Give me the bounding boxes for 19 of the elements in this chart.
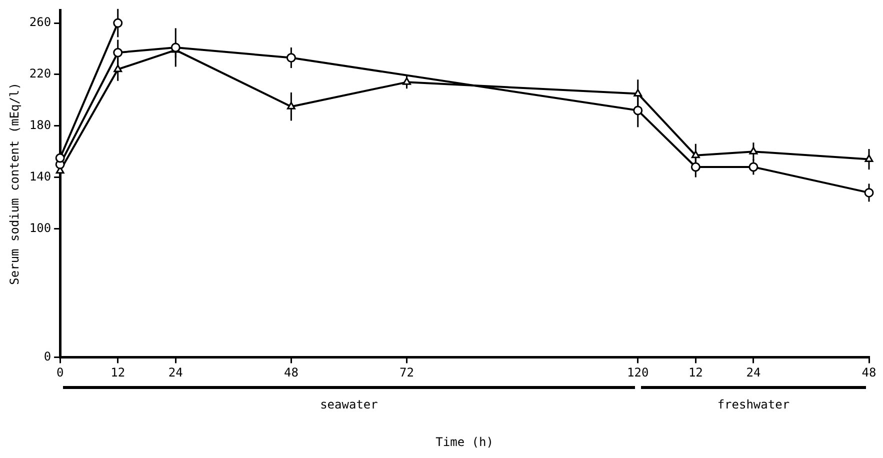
text: seawater <box>320 397 378 412</box>
y-tick-label: 260 <box>29 15 52 30</box>
x-tick-label: 0 <box>56 366 64 380</box>
x-tick-label: 72 <box>400 366 414 380</box>
x-tick-label: 48 <box>862 366 876 380</box>
y-tick-label: 140 <box>29 169 52 184</box>
y-tick-label: 180 <box>29 118 52 132</box>
x-tick-label: 12 <box>110 366 126 380</box>
x-tick-label: 48 <box>284 366 298 380</box>
y-axis-title: Serum sodium content (mEq/l) <box>7 82 22 285</box>
y-tick-label: 100 <box>29 220 52 235</box>
x-tick-label: 24 <box>746 366 761 380</box>
x-axis-title: Time (h) <box>436 434 494 449</box>
x-tick-label: 120 <box>627 366 649 380</box>
text: freshwater <box>717 397 790 412</box>
y-tick-label: 220 <box>29 66 52 81</box>
y-tick-label: 0 <box>44 349 52 364</box>
x-tick-label: 24 <box>168 366 183 380</box>
x-tick-label: 12 <box>688 366 703 380</box>
